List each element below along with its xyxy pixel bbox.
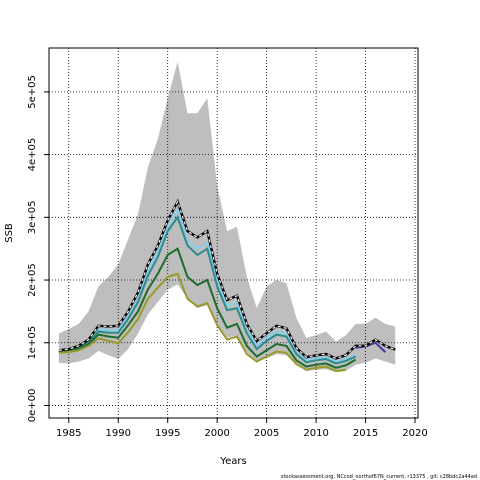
- confidence-band-layer: [58, 61, 396, 373]
- series-layer: [58, 198, 396, 372]
- series-line-4: [58, 272, 346, 372]
- y-tick-label: 4e+05: [27, 138, 38, 172]
- y-tick-label: 0e+00: [27, 389, 38, 423]
- x-tick-label: 2005: [254, 428, 279, 439]
- x-tick-label: 2000: [204, 428, 229, 439]
- series-line-2: [58, 215, 357, 365]
- plot-frame: [48, 47, 419, 419]
- y-axis-title: SSB: [4, 223, 15, 243]
- x-tick-label: 2020: [402, 428, 427, 439]
- x-tick-label: 1995: [155, 428, 180, 439]
- y-tick-label: 2e+05: [27, 263, 38, 297]
- x-tick-label: 1985: [56, 428, 81, 439]
- series-line-0-dash: [58, 200, 396, 360]
- series-line-1: [58, 207, 357, 363]
- confidence-band: [58, 61, 396, 373]
- axis-layer: 1985 1990 1995 2000 2005 2010 2015 2020 0e+00 1e+…: [27, 75, 428, 439]
- x-tick-label: 1990: [106, 428, 131, 439]
- series-line-3: [58, 247, 357, 369]
- y-tick-label: 3e+05: [27, 201, 38, 235]
- x-tick-label: 2015: [353, 428, 378, 439]
- y-tick-label: 1e+05: [27, 326, 38, 360]
- series-line-5: [355, 341, 387, 353]
- footer-note: stockassessment.org, NCcod_northof67N_cu…: [281, 474, 477, 480]
- x-tick-label: 2010: [303, 428, 328, 439]
- y-tick-label: 5e+05: [27, 75, 38, 109]
- x-axis-title: Years: [219, 456, 246, 467]
